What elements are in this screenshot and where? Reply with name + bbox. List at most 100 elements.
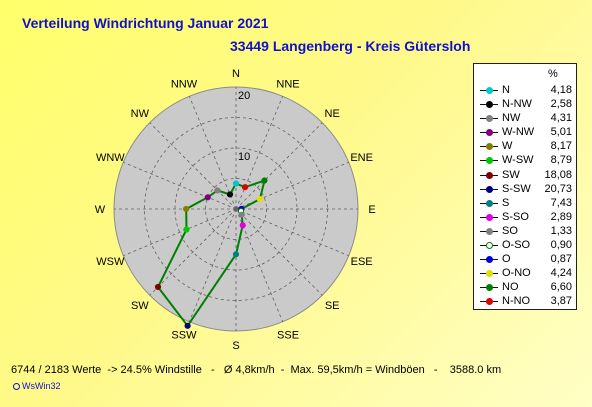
chart-grid	[113, 86, 359, 332]
grid-spoke	[123, 208, 237, 257]
legend-label: SW	[502, 168, 520, 181]
data-point	[256, 196, 263, 203]
legend-item: N-NW 2,58	[474, 98, 576, 112]
legend-marker-icon	[486, 171, 493, 179]
data-series	[154, 177, 268, 329]
legend-marker-icon	[486, 157, 493, 165]
legend-label: SO	[502, 224, 518, 237]
legend-value: 4,31	[550, 112, 572, 125]
legend-value: 18,08	[544, 168, 572, 181]
legend-marker-icon	[486, 115, 493, 123]
data-point	[204, 194, 211, 201]
legend-item: O 0,87	[474, 253, 576, 267]
legend-label: O-NO	[502, 267, 531, 280]
legend-marker-icon	[486, 227, 493, 235]
direction-label: N	[232, 68, 240, 80]
direction-label: WSW	[96, 256, 125, 268]
direction-label: ENE	[350, 152, 373, 164]
chart-location: 33449 Langenberg - Kreis Gütersloh	[230, 38, 471, 54]
legend-item: S-SW 20,73	[474, 183, 576, 197]
legend-item: NO 6,60	[474, 281, 576, 295]
direction-label: NE	[325, 108, 340, 120]
legend-marker-icon	[486, 143, 493, 151]
legend-marker-icon	[486, 213, 493, 221]
legend-items: N 4,18 N-NW 2,58 NW 4,31 W-NW 5,01 W 8,17 W-SW 8,79…	[474, 84, 576, 310]
legend-marker-icon	[486, 199, 493, 207]
credit-text: WsWin32	[22, 381, 61, 391]
data-point	[241, 184, 249, 191]
legend-label: NW	[502, 112, 521, 125]
data-point	[239, 222, 246, 229]
grid-spoke	[235, 208, 323, 296]
legend-label: N-NW	[502, 98, 532, 111]
grid-spoke	[235, 208, 349, 257]
legend-label: W-SW	[502, 154, 534, 167]
credit-icon	[13, 383, 20, 391]
legend-marker-icon	[486, 298, 493, 306]
legend-value: 3,87	[550, 295, 572, 308]
legend-item: O-SO 0,90	[474, 239, 576, 253]
legend-marker-icon	[486, 284, 493, 292]
grid-spoke	[235, 122, 323, 210]
legend-unit: %	[548, 68, 558, 80]
legend-marker-icon	[486, 270, 493, 278]
data-point	[184, 322, 191, 329]
legend-value: 4,18	[550, 84, 572, 96]
data-point	[183, 226, 190, 233]
legend-value: 2,58	[550, 98, 572, 111]
legend-value: 0,90	[550, 239, 572, 252]
grid-spoke	[235, 96, 284, 210]
direction-label: E	[368, 204, 375, 216]
legend-value: 0,87	[550, 253, 572, 266]
legend-marker-icon	[486, 256, 493, 264]
legend-value: 5,01	[550, 126, 572, 139]
legend-value: 20,73	[544, 182, 572, 195]
data-point	[154, 283, 162, 291]
direction-label: SSW	[171, 330, 197, 342]
credit: WsWin32	[13, 381, 61, 391]
legend-label: O	[502, 253, 511, 266]
direction-label: ESE	[351, 256, 373, 268]
direction-label: NW	[131, 108, 150, 120]
legend-label: NO	[502, 281, 519, 294]
legend-item: W 8,17	[474, 140, 576, 154]
data-point	[232, 251, 240, 258]
legend-marker-icon	[486, 87, 493, 94]
legend-item: S 7,43	[474, 197, 576, 211]
footer-stats: 6744 / 2183 Werte -> 24.5% Windstille - …	[11, 364, 502, 376]
legend-item: NW 4,31	[474, 112, 576, 126]
legend-value: 2,89	[550, 210, 572, 223]
direction-label: S	[232, 340, 239, 352]
legend-marker-icon	[486, 129, 493, 137]
legend: % N 4,18 N-NW 2,58 NW 4,31 W-NW 5,01 W 8,17 W-SW 8,…	[473, 63, 577, 310]
legend-value: 6,60	[550, 281, 572, 294]
ring-label: 20	[238, 90, 250, 102]
legend-marker-icon	[486, 242, 493, 250]
grid-spoke	[123, 161, 237, 210]
legend-marker-icon	[486, 101, 493, 109]
legend-label: N-NO	[502, 295, 531, 308]
direction-labels: 10 20 N NNE NE ENE E ESE SE SSE S SSW SW WSW W WNW NW NNW	[95, 68, 376, 352]
direction-label: W	[95, 204, 106, 216]
ring-label: 10	[238, 151, 250, 163]
direction-label: NNW	[171, 78, 198, 90]
legend-value: 8,17	[550, 140, 572, 153]
legend-label: O-SO	[502, 239, 531, 252]
grid-spoke	[149, 208, 237, 296]
direction-label: SE	[325, 300, 340, 312]
legend-item: O-NO 4,24	[474, 267, 576, 281]
data-point	[238, 211, 245, 218]
legend-value: 1,33	[550, 224, 572, 237]
grid-spoke	[149, 122, 237, 210]
legend-label: S-SW	[502, 182, 531, 195]
direction-label: SW	[131, 300, 149, 312]
legend-marker-icon	[486, 185, 493, 193]
data-point	[183, 205, 190, 213]
legend-label: N	[502, 84, 510, 96]
legend-item: N-NO 3,87	[474, 295, 576, 309]
data-point	[261, 177, 268, 184]
legend-label: W-NW	[502, 126, 535, 139]
direction-label: SSE	[277, 330, 299, 342]
data-point	[214, 187, 221, 194]
